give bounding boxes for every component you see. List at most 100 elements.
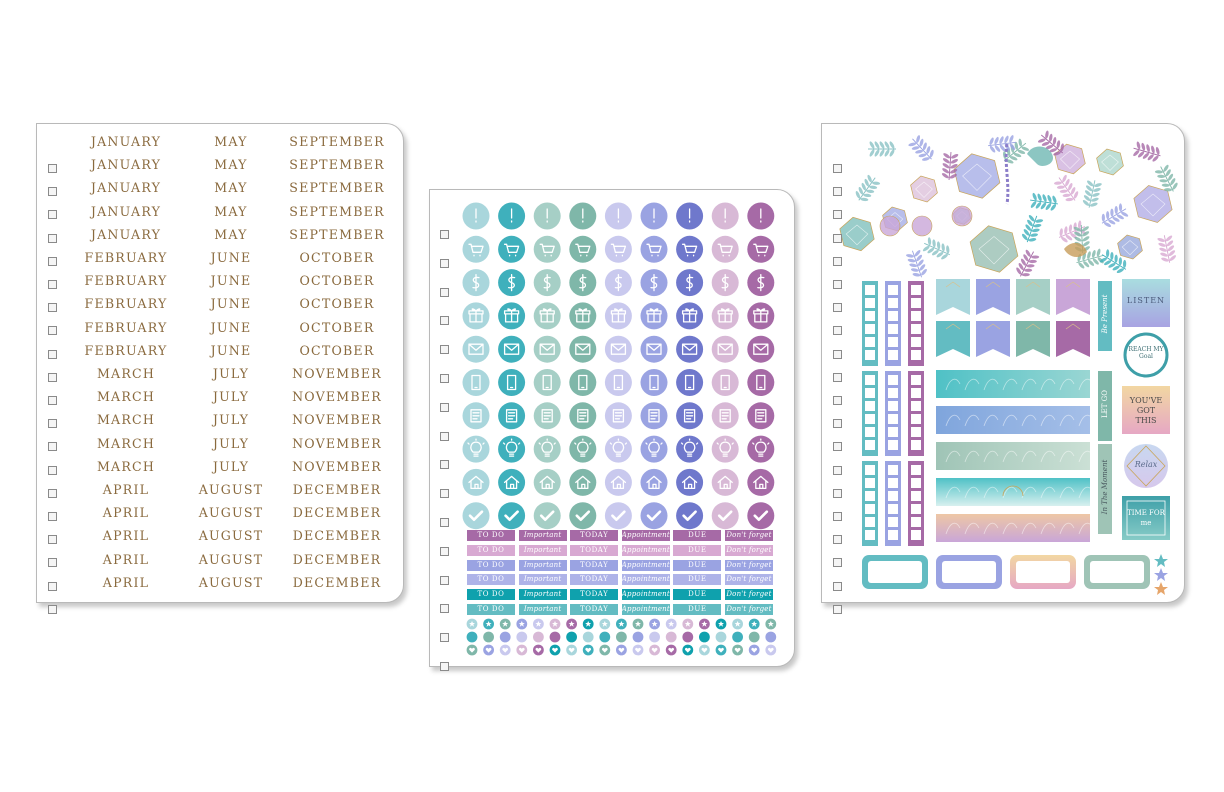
heart-icon bbox=[582, 644, 594, 656]
leaf bbox=[874, 149, 880, 157]
leaf bbox=[1060, 143, 1064, 152]
envelope-icon bbox=[498, 335, 526, 363]
month-label: MAY bbox=[214, 157, 248, 173]
receipt-icon-glyph bbox=[755, 409, 767, 423]
washi-pattern bbox=[983, 450, 999, 463]
flag-sticker bbox=[1016, 279, 1050, 315]
leaf bbox=[1146, 144, 1150, 153]
icon-circle bbox=[747, 235, 775, 263]
leaf bbox=[1114, 254, 1118, 263]
phone-icon bbox=[604, 369, 632, 396]
leaf bbox=[879, 149, 885, 157]
leaf bbox=[1021, 146, 1030, 151]
exclamation-icon bbox=[462, 202, 490, 230]
binder-hole bbox=[440, 287, 449, 297]
binder-hole bbox=[440, 460, 449, 470]
checkbox bbox=[911, 517, 921, 527]
phone-icon bbox=[569, 369, 597, 396]
icon-circle bbox=[498, 335, 526, 363]
washi-strip bbox=[936, 442, 1090, 470]
leaf bbox=[1110, 208, 1114, 217]
leaf-sprig bbox=[868, 141, 896, 157]
leaf bbox=[1049, 148, 1058, 153]
receipt-icon-glyph bbox=[470, 409, 482, 423]
month-label: JUNE bbox=[210, 319, 252, 335]
leaf bbox=[1056, 140, 1061, 149]
house-icon-glyph bbox=[717, 475, 733, 490]
leaf bbox=[1121, 211, 1129, 217]
leaf bbox=[949, 168, 958, 174]
sun-motif bbox=[1002, 485, 1024, 497]
month-label: NOVEMBER bbox=[292, 458, 382, 474]
checkbox bbox=[865, 285, 875, 295]
leaf bbox=[1041, 141, 1050, 146]
icon-circle bbox=[533, 369, 561, 396]
leaf bbox=[942, 163, 950, 169]
exclamation-icon bbox=[569, 202, 597, 230]
leaf bbox=[916, 254, 923, 262]
check-icon-glyph bbox=[753, 510, 769, 522]
leaf bbox=[1165, 235, 1173, 242]
binder-hole bbox=[48, 164, 57, 173]
in-the-moment-strip bbox=[1098, 444, 1112, 534]
leaf bbox=[858, 186, 864, 195]
washi-pattern bbox=[1040, 414, 1056, 427]
washi-pattern bbox=[1040, 450, 1056, 463]
checkbox bbox=[888, 388, 898, 398]
heart-icon bbox=[466, 644, 478, 656]
leaf bbox=[879, 141, 885, 149]
binder-hole bbox=[48, 256, 57, 266]
lightbulb-icon-glyph bbox=[467, 438, 485, 457]
flag-ornament bbox=[1025, 323, 1041, 330]
mini-glyph bbox=[502, 647, 509, 653]
envelope-icon-glyph bbox=[503, 343, 520, 355]
leaf-sprig bbox=[1021, 215, 1044, 243]
crystal-facet bbox=[1101, 154, 1119, 171]
reminder-label-strip: DUE bbox=[673, 604, 722, 615]
got-this-sticker bbox=[1122, 386, 1170, 434]
leaf bbox=[1028, 238, 1037, 242]
star-icon bbox=[682, 618, 694, 630]
leaf bbox=[1065, 197, 1074, 202]
leaf bbox=[863, 193, 872, 198]
leaf bbox=[1073, 226, 1082, 232]
leaf-stem bbox=[948, 152, 952, 180]
washi-pattern bbox=[964, 414, 980, 427]
mini-dot bbox=[649, 631, 660, 643]
check-icon bbox=[498, 502, 526, 530]
leaf-stem bbox=[1160, 166, 1174, 192]
leaf bbox=[1089, 202, 1098, 207]
washi-pattern bbox=[964, 378, 980, 391]
leaf-sprig bbox=[988, 135, 1016, 153]
icon-circle bbox=[604, 435, 632, 463]
icon-circle bbox=[462, 235, 490, 263]
binder-hole bbox=[440, 258, 449, 268]
washi-pattern bbox=[1059, 378, 1075, 391]
washi-pattern bbox=[1059, 414, 1075, 427]
mini-dot bbox=[566, 631, 577, 643]
mini-glyph bbox=[767, 647, 774, 653]
washi-pattern bbox=[983, 414, 999, 427]
dollar-icon-glyph bbox=[472, 273, 480, 292]
gift-icon bbox=[711, 302, 739, 330]
reminder-label-strip: TODAY bbox=[570, 604, 619, 615]
name-label-field bbox=[1090, 561, 1144, 583]
leaf bbox=[1017, 149, 1026, 155]
star-icon bbox=[665, 618, 677, 630]
cart-icon-glyph bbox=[681, 243, 698, 257]
leaf bbox=[1103, 222, 1112, 227]
phone-icon-glyph bbox=[471, 374, 481, 391]
icon-circle bbox=[569, 369, 597, 396]
receipt-icon bbox=[711, 402, 739, 430]
crystal bbox=[1096, 148, 1124, 176]
mini-glyph bbox=[585, 647, 592, 653]
star-icon bbox=[765, 618, 777, 630]
illustration-layer bbox=[839, 130, 1178, 595]
house-icon-glyph bbox=[610, 475, 627, 490]
checkbox bbox=[865, 375, 875, 385]
cart-icon bbox=[462, 235, 490, 263]
house-icon-glyph bbox=[646, 475, 662, 490]
checkbox bbox=[888, 414, 898, 424]
leaf bbox=[1040, 202, 1047, 210]
moon-badge bbox=[911, 215, 933, 237]
